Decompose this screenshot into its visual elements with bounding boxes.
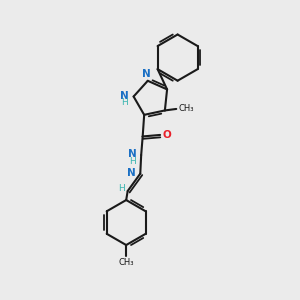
Text: H: H: [118, 184, 124, 193]
Text: N: N: [128, 149, 136, 159]
Text: H: H: [129, 157, 136, 166]
Text: O: O: [162, 130, 171, 140]
Text: N: N: [142, 69, 151, 79]
Text: CH₃: CH₃: [118, 258, 134, 267]
Text: N: N: [120, 91, 129, 100]
Text: H: H: [121, 98, 128, 107]
Text: N: N: [127, 168, 136, 178]
Text: CH₃: CH₃: [178, 104, 194, 113]
